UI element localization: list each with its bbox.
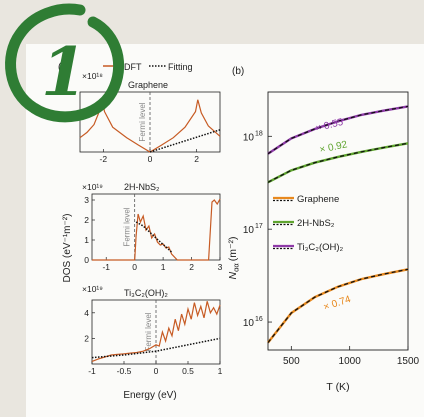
subplot-nbs2-multiplier: ×10¹⁹ — [82, 182, 103, 192]
x-tick-label: -1 — [88, 366, 96, 376]
y-tick-label: 2 — [84, 215, 89, 225]
panel-b-x-axis-label: T (K) — [326, 381, 349, 393]
legend-label: Ti₃C₂(OH)₂ — [297, 242, 344, 253]
x-tick-label: -0.5 — [117, 366, 132, 376]
y-tick-exponent: 18 — [255, 130, 263, 137]
subplot-nbs2: ×10¹⁹ 2H-NbS₂ Fermi level -1 0 1 2 3 0 1 2 3 — [82, 182, 223, 272]
panel-b-frame — [267, 91, 409, 351]
step-number-badge: 1 — [5, 3, 125, 123]
dft-series-line — [92, 198, 221, 261]
fitting-series-line — [135, 221, 173, 253]
x-tick-label: 500 — [283, 356, 300, 367]
legend-label: Graphene — [297, 194, 339, 205]
subplot-nbs2-frame — [91, 193, 221, 261]
series-fit-line — [267, 105, 409, 155]
scale-factor-label: × 0.74 — [322, 294, 353, 313]
x-tick-label: 1000 — [339, 356, 362, 367]
panel-b-y-axis-label-main: N — [227, 272, 239, 280]
panel-b-label: (b) — [232, 66, 244, 77]
subplot-graphene-multiplier: ×10¹⁸ — [82, 71, 103, 81]
badge-number: 1 — [41, 33, 87, 111]
dft-series-line — [91, 301, 221, 362]
x-tick-label: 1 — [161, 262, 166, 272]
x-tick-label: 0 — [132, 262, 137, 272]
badge-circle — [5, 3, 125, 123]
legend-label: 2H-NbS₂ — [297, 218, 335, 229]
subplot-ti3c2: ×10¹⁹ Ti₃C₂(OH)₂ Fermi level -1 -0.5 0 0.5 1 2… — [82, 284, 223, 376]
y-tick-exponent: 16 — [255, 316, 263, 323]
x-tick-label: 0.5 — [182, 366, 194, 376]
y-tick-label: 4 — [84, 308, 89, 318]
legend-fitting-label: Fitting — [168, 62, 193, 72]
x-tick-label: 1 — [218, 366, 223, 376]
x-tick-label: 0 — [148, 154, 153, 164]
subplot-nbs2-title: 2H-NbS₂ — [124, 182, 160, 192]
x-tick-label: -1 — [102, 262, 110, 272]
x-tick-label: 1500 — [397, 356, 420, 367]
panel-b-y-axis-label: Nαα (m⁻²) — [227, 236, 241, 279]
legend-dft-label: DFT — [124, 62, 142, 72]
x-tick-label: -2 — [100, 154, 108, 164]
y-tick-label: 10 — [243, 318, 255, 329]
series-fit-line — [267, 142, 409, 183]
panel-b-y-axis-label-unit: (m⁻²) — [227, 236, 239, 261]
fitting-series-line — [149, 129, 221, 153]
x-tick-label: 3 — [218, 262, 223, 272]
scale-factor-label: × 0.92 — [319, 139, 349, 156]
energy-x-axis-label: Energy (eV) — [123, 390, 176, 401]
x-tick-label: 0 — [154, 366, 159, 376]
y-tick-label: 10 — [243, 132, 255, 143]
panel-a-label: (a) — [58, 62, 70, 73]
scale-factor-label: × 0.55 — [314, 117, 344, 135]
subplot-graphene-title: Graphene — [128, 80, 168, 90]
y-tick-label: 1 — [84, 235, 89, 245]
x-tick-label: 2 — [194, 154, 199, 164]
fermi-level-label: Fermi level — [123, 207, 132, 246]
y-tick-exponent: 17 — [255, 223, 263, 230]
x-tick-label: 2 — [189, 262, 194, 272]
dft-series-line — [79, 99, 221, 153]
subplot-ti3c2-multiplier: ×10¹⁹ — [82, 284, 103, 294]
subplot-ti3c2-title: Ti₃C₂(OH)₂ — [124, 288, 168, 298]
panel-b-y-axis-label-sub: αα — [232, 263, 241, 272]
y-tick-label: 2 — [84, 333, 89, 343]
subplot-graphene: ×10¹⁸ Graphene Fermi level -2 0 2 — [79, 71, 221, 164]
y-tick-label: 3 — [84, 195, 89, 205]
series-fit-line — [267, 268, 409, 344]
fitting-series-line — [91, 337, 221, 359]
fermi-level-label: Fermi level — [138, 102, 147, 141]
fermi-level-label: Fermi level — [144, 312, 153, 351]
y-tick-label: 0 — [84, 255, 89, 265]
panel-b-legend: Graphene 2H-NbS₂ Ti₃C₂(OH)₂ — [273, 194, 344, 253]
y-tick-label: 10 — [243, 225, 255, 236]
dos-y-axis-label: DOS (eV⁻¹m⁻²) — [62, 214, 73, 283]
